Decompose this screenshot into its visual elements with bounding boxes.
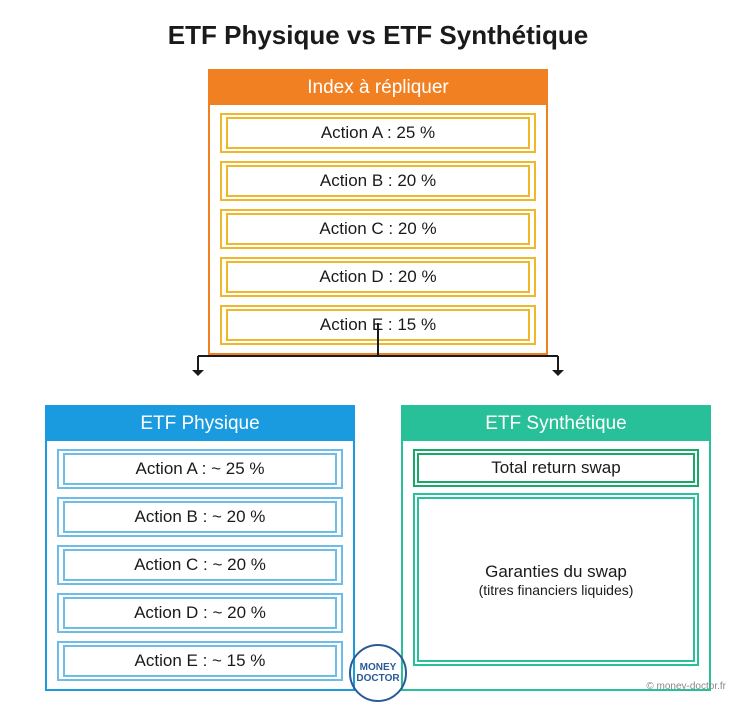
physique-header: ETF Physique — [47, 407, 353, 441]
index-item: Action E : 15 % — [220, 305, 536, 345]
copyright: © money-doctor.fr — [646, 681, 726, 692]
physique-item-label: Action C : ~ 20 % — [63, 549, 337, 581]
synthetique-body: Total return swap Garanties du swap (tit… — [403, 441, 709, 674]
synthetique-header: ETF Synthétique — [403, 407, 709, 441]
swap-body-inner: Garanties du swap (titres financiers liq… — [417, 497, 695, 662]
index-box: Index à répliquer Action A : 25 %Action … — [208, 69, 548, 355]
physique-item: Action A : ~ 25 % — [57, 449, 343, 489]
swap-header: Total return swap — [413, 449, 699, 487]
swap-header-label: Total return swap — [417, 453, 695, 483]
index-item: Action A : 25 % — [220, 113, 536, 153]
physique-item: Action C : ~ 20 % — [57, 545, 343, 585]
index-item-label: Action C : 20 % — [226, 213, 530, 245]
index-item: Action B : 20 % — [220, 161, 536, 201]
index-item-label: Action A : 25 % — [226, 117, 530, 149]
index-item-label: Action E : 15 % — [226, 309, 530, 341]
footer: MONEY DOCTOR — [0, 644, 756, 702]
index-body: Action A : 25 % Action B : 20 % Action C :… — [210, 105, 546, 353]
swap-sub-text: (titres financiers liquides) — [479, 582, 634, 598]
logo-line1: MONEY — [360, 662, 397, 673]
index-item-label: Action D : 20 % — [226, 261, 530, 293]
logo-line2: DOCTOR — [356, 673, 399, 684]
swap-body: Garanties du swap (titres financiers liq… — [413, 493, 699, 666]
logo-icon: MONEY DOCTOR — [349, 644, 407, 702]
swap-main-text: Garanties du swap — [485, 562, 627, 582]
index-header: Index à répliquer — [210, 71, 546, 105]
physique-item: Action D : ~ 20 % — [57, 593, 343, 633]
index-item: Action C : 20 % — [220, 209, 536, 249]
index-item: Action D : 20 % — [220, 257, 536, 297]
physique-item-label: Action D : ~ 20 % — [63, 597, 337, 629]
physique-item-label: Action B : ~ 20 % — [63, 501, 337, 533]
physique-item-label: Action A : ~ 25 % — [63, 453, 337, 485]
physique-item: Action B : ~ 20 % — [57, 497, 343, 537]
page-title: ETF Physique vs ETF Synthétique — [40, 20, 716, 51]
index-item-label: Action B : 20 % — [226, 165, 530, 197]
